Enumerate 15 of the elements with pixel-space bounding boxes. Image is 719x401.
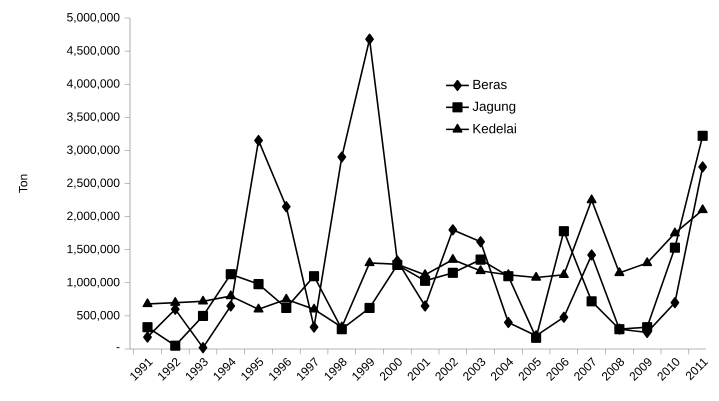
- y-tick-label: 2,500,000: [67, 178, 120, 188]
- y-tick-label: 2,000,000: [67, 212, 120, 222]
- y-tick-label: 1,000,000: [67, 278, 120, 288]
- y-tick-label: 4,500,000: [66, 46, 120, 56]
- y-tick-label: -: [116, 347, 120, 348]
- legend-label: Jagung: [472, 102, 516, 114]
- y-tick-label: 3,000,000: [67, 145, 120, 156]
- y-tick-label: 500,000: [77, 310, 120, 321]
- y-tick-label: 5,000,000: [67, 13, 120, 23]
- y-tick-label: 4,000,000: [66, 79, 120, 90]
- y-axis-title: Ton: [18, 174, 28, 193]
- legend-label: Kedelai: [473, 124, 516, 134]
- y-tick-label: 3,500,000: [67, 112, 120, 122]
- y-tick-label: 1,500,000: [67, 244, 120, 255]
- legend-label: Beras: [473, 80, 507, 90]
